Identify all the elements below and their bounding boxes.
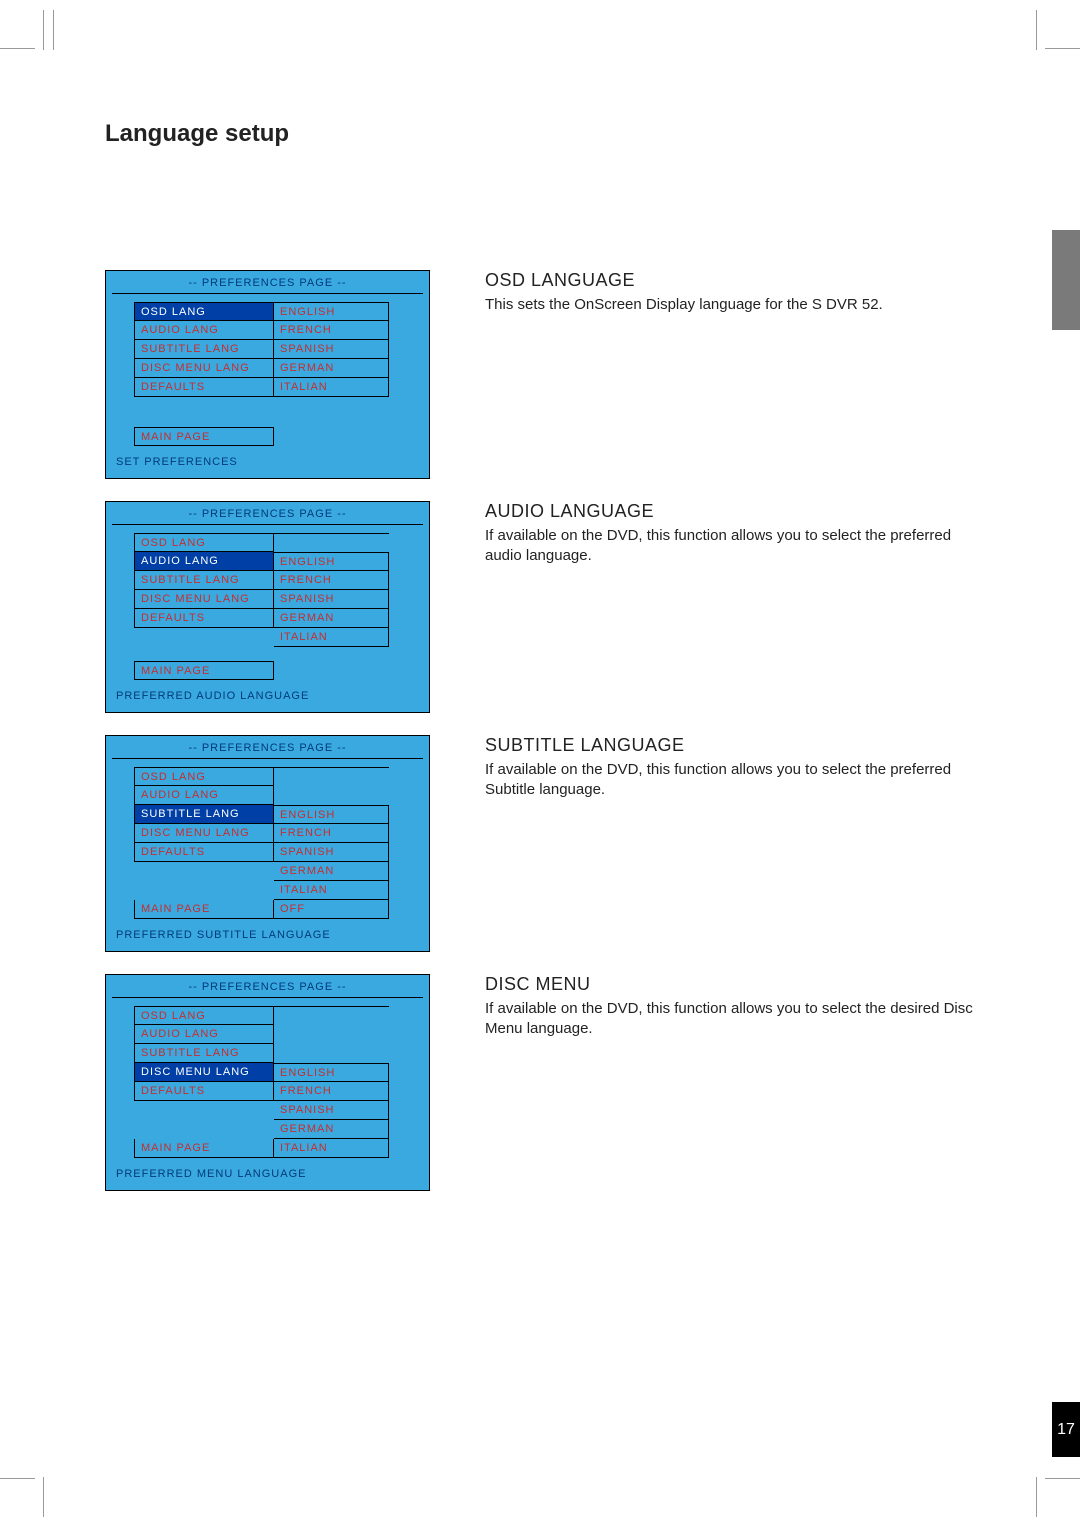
lang-spanish: SPANISH xyxy=(274,843,389,862)
lang-english: ENGLISH xyxy=(274,805,389,824)
lang-spanish: SPANISH xyxy=(274,1101,389,1120)
lang-french: FRENCH xyxy=(274,1082,389,1101)
body-subtitle-language: If available on the DVD, this function a… xyxy=(485,760,985,801)
lang-italian: ITALIAN xyxy=(274,378,389,397)
page-title: Language setup xyxy=(105,120,289,148)
osd-header: -- PREFERENCES PAGE -- xyxy=(112,271,423,294)
lang-italian: ITALIAN xyxy=(274,628,389,647)
row-disc-menu: -- PREFERENCES PAGE -- OSD LANG AUDIO LA… xyxy=(105,974,985,1191)
menu-main-page: MAIN PAGE xyxy=(134,900,274,919)
osd-footer: SET PREFERENCES xyxy=(106,448,429,472)
lang-german: GERMAN xyxy=(274,609,389,628)
menu-osd-lang: OSD LANG xyxy=(134,1006,274,1025)
menu-audio-lang: AUDIO LANG xyxy=(134,786,274,805)
heading-audio-language: AUDIO LANGUAGE xyxy=(485,501,985,522)
lang-french: FRENCH xyxy=(274,824,389,843)
menu-disc-menu-lang: DISC MENU LANG xyxy=(134,590,274,609)
lang-german: GERMAN xyxy=(274,862,389,881)
lang-italian: ITALIAN xyxy=(274,1139,389,1158)
side-tab xyxy=(1052,230,1080,330)
menu-osd-lang: OSD LANG xyxy=(134,767,274,786)
menu-audio-lang: AUDIO LANG xyxy=(134,321,274,340)
menu-audio-lang: AUDIO LANG xyxy=(134,552,274,571)
osd-header: -- PREFERENCES PAGE -- xyxy=(112,502,423,525)
heading-subtitle-language: SUBTITLE LANGUAGE xyxy=(485,735,985,756)
osd-footer: PREFERRED SUBTITLE LANGUAGE xyxy=(106,921,429,945)
menu-subtitle-lang: SUBTITLE LANG xyxy=(134,1044,274,1063)
row-osd-language: -- PREFERENCES PAGE -- OSD LANGENGLISH A… xyxy=(105,270,985,479)
osd-screenshot-disc-menu: -- PREFERENCES PAGE -- OSD LANG AUDIO LA… xyxy=(105,974,430,1191)
osd-screenshot-audio-lang: -- PREFERENCES PAGE -- OSD LANG AUDIO LA… xyxy=(105,501,430,713)
heading-disc-menu: DISC MENU xyxy=(485,974,985,995)
osd-footer: PREFERRED AUDIO LANGUAGE xyxy=(106,682,429,706)
menu-subtitle-lang: SUBTITLE LANG xyxy=(134,340,274,359)
osd-screenshot-subtitle-lang: -- PREFERENCES PAGE -- OSD LANG AUDIO LA… xyxy=(105,735,430,952)
lang-spanish: SPANISH xyxy=(274,340,389,359)
lang-english: ENGLISH xyxy=(274,552,389,571)
menu-defaults: DEFAULTS xyxy=(134,843,274,862)
menu-osd-lang: OSD LANG xyxy=(134,302,274,321)
lang-english: ENGLISH xyxy=(274,302,389,321)
osd-screenshot-osd-lang: -- PREFERENCES PAGE -- OSD LANGENGLISH A… xyxy=(105,270,430,479)
menu-defaults: DEFAULTS xyxy=(134,1082,274,1101)
menu-main-page: MAIN PAGE xyxy=(134,427,274,446)
lang-spanish: SPANISH xyxy=(274,590,389,609)
menu-disc-menu-lang: DISC MENU LANG xyxy=(134,359,274,378)
menu-subtitle-lang: SUBTITLE LANG xyxy=(134,571,274,590)
osd-header: -- PREFERENCES PAGE -- xyxy=(112,975,423,998)
menu-osd-lang: OSD LANG xyxy=(134,533,274,552)
menu-defaults: DEFAULTS xyxy=(134,609,274,628)
body-audio-language: If available on the DVD, this function a… xyxy=(485,526,985,567)
menu-main-page: MAIN PAGE xyxy=(134,661,274,680)
menu-disc-menu-lang: DISC MENU LANG xyxy=(134,824,274,843)
menu-subtitle-lang: SUBTITLE LANG xyxy=(134,805,274,824)
body-osd-language: This sets the OnScreen Display language … xyxy=(485,295,985,315)
lang-off: OFF xyxy=(274,900,389,919)
osd-footer: PREFERRED MENU LANGUAGE xyxy=(106,1160,429,1184)
lang-french: FRENCH xyxy=(274,321,389,340)
row-subtitle-language: -- PREFERENCES PAGE -- OSD LANG AUDIO LA… xyxy=(105,735,985,952)
menu-main-page: MAIN PAGE xyxy=(134,1139,274,1158)
lang-german: GERMAN xyxy=(274,1120,389,1139)
lang-german: GERMAN xyxy=(274,359,389,378)
menu-defaults: DEFAULTS xyxy=(134,378,274,397)
content-area: -- PREFERENCES PAGE -- OSD LANGENGLISH A… xyxy=(105,270,985,1213)
osd-header: -- PREFERENCES PAGE -- xyxy=(112,736,423,759)
menu-disc-menu-lang: DISC MENU LANG xyxy=(134,1063,274,1082)
page-number-tab: 17 xyxy=(1052,1402,1080,1457)
lang-french: FRENCH xyxy=(274,571,389,590)
lang-italian: ITALIAN xyxy=(274,881,389,900)
row-audio-language: -- PREFERENCES PAGE -- OSD LANG AUDIO LA… xyxy=(105,501,985,713)
heading-osd-language: OSD LANGUAGE xyxy=(485,270,985,291)
lang-english: ENGLISH xyxy=(274,1063,389,1082)
body-disc-menu: If available on the DVD, this function a… xyxy=(485,999,985,1040)
menu-audio-lang: AUDIO LANG xyxy=(134,1025,274,1044)
